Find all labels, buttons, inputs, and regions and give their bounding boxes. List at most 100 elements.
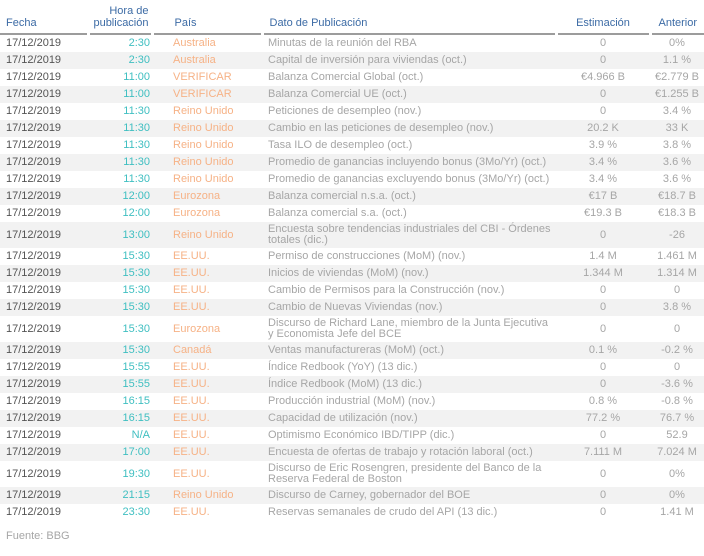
cell-estimacion: 0 — [599, 284, 607, 296]
table-row: 17/12/2019 12:00 Eurozona Balanza comercial… — [0, 188, 704, 205]
cell-anterior: 3.8 % — [662, 139, 692, 151]
cell-estimacion: 0 — [599, 506, 607, 518]
cell-anterior: 7.024 M — [650, 444, 704, 461]
cell-anterior: 1.41 M — [660, 506, 694, 518]
cell-hora: 11:30 — [88, 120, 152, 137]
cell-pais: Reino Unido — [152, 154, 262, 171]
table-row: 17/12/2019 11:30 Reino Unido Promedio de ga… — [0, 154, 704, 171]
cell-hora: 2:30 — [88, 52, 152, 69]
table-row: 17/12/2019 11:00 VERIFICAR Balanza Comercia… — [0, 69, 704, 86]
table-row: 17/12/2019 13:00 Reino Unido Encuesta sobre… — [0, 222, 704, 248]
table-row: 17/12/2019 11:30 Reino Unido Tasa ILO de de… — [0, 137, 704, 154]
cell-estimacion: €4.966 B — [580, 71, 626, 83]
table-row: 17/12/2019 15:30 EE.UU. Cambio de Permisos … — [0, 282, 704, 299]
table-row: 17/12/2019 15:30 Eurozona Discurso de Richa… — [0, 316, 704, 342]
cell-fecha: 17/12/2019 — [0, 299, 88, 316]
cell-pais: Reino Unido — [152, 222, 262, 248]
cell-estimacion: 0 — [556, 376, 650, 393]
cell-anterior: 0% — [669, 37, 685, 49]
cell-fecha: 17/12/2019 — [6, 322, 62, 335]
cell-dato: Minutas de la reunión del RBA — [268, 37, 417, 49]
cell-dato: Promedio de ganancias incluyendo bonus (… — [262, 154, 556, 171]
cell-hora: 15:30 — [122, 284, 150, 296]
cell-anterior: -0.2 % — [650, 342, 704, 359]
cell-anterior: €18.7 B — [650, 188, 704, 205]
cell-fecha: 17/12/2019 — [6, 105, 62, 117]
cell-dato: Cambio de Permisos para la Construcción … — [268, 284, 505, 296]
cell-anterior: 3.8 % — [650, 299, 704, 316]
cell-hora: 15:30 — [88, 299, 152, 316]
table-row: 17/12/2019 16:15 EE.UU. Producción industri… — [0, 393, 704, 410]
cell-dato: Reservas semanales de crudo del API (13 … — [268, 506, 498, 518]
cell-estimacion: 0 — [599, 105, 607, 117]
cell-fecha: 17/12/2019 — [6, 37, 62, 49]
cell-hora: 15:30 — [122, 250, 150, 262]
cell-anterior: -0.8 % — [661, 395, 693, 407]
cell-estimacion: 0 — [556, 86, 650, 103]
cell-fecha: 17/12/2019 — [6, 429, 62, 441]
cell-dato: Capacidad de utilización (nov.) — [262, 410, 556, 427]
cell-hora: 13:00 — [88, 222, 152, 248]
cell-hora: 15:30 — [88, 265, 152, 282]
cell-anterior: 76.7 % — [650, 410, 704, 427]
column-header-anterior: Anterior — [650, 2, 704, 35]
table-row: 17/12/2019 21:15 Reino Unido Discurso de Ca… — [0, 487, 704, 504]
cell-anterior: 0% — [650, 487, 704, 504]
cell-estimacion: 0 — [556, 52, 650, 69]
cell-hora: 11:30 — [123, 105, 150, 117]
cell-pais: EE.UU. — [173, 284, 210, 296]
cell-pais: Eurozona — [152, 188, 262, 205]
cell-fecha: 17/12/2019 — [6, 71, 62, 83]
table-row: 17/12/2019 2:30 Australia Minutas de la reu… — [0, 34, 704, 52]
cell-fecha: 17/12/2019 — [6, 173, 62, 185]
cell-dato: Balanza comercial n.s.a. (oct.) — [262, 188, 556, 205]
cell-dato: Peticiones de desempleo (nov.) — [268, 105, 422, 117]
cell-pais: VERIFICAR — [173, 71, 232, 83]
cell-hora: 19:30 — [122, 467, 150, 480]
cell-pais: Reino Unido — [173, 105, 234, 117]
cell-anterior: 0% — [669, 467, 685, 480]
cell-fecha: 17/12/2019 — [6, 467, 62, 480]
cell-dato: Capital de inversión para viviendas (oct… — [262, 52, 556, 69]
cell-pais: Reino Unido — [152, 120, 262, 137]
cell-dato: Cambio de Nuevas Viviendas (nov.) — [262, 299, 556, 316]
table-row: 17/12/2019 15:30 EE.UU. Cambio de Nuevas Vi… — [0, 299, 704, 316]
cell-estimacion: 0 — [599, 322, 607, 335]
cell-pais: EE.UU. — [152, 265, 262, 282]
cell-hora: 11:30 — [123, 173, 150, 185]
cell-dato: Balanza Comercial UE (oct.) — [262, 86, 556, 103]
cell-dato: Balanza comercial s.a. (oct.) — [268, 207, 407, 219]
cell-hora: 2:30 — [128, 37, 150, 49]
cell-dato: Índice Redbook (MoM) (13 dic.) — [262, 376, 556, 393]
cell-anterior: 0 — [673, 284, 681, 296]
cell-estimacion: 7.111 M — [556, 444, 650, 461]
cell-hora: 15:30 — [88, 342, 152, 359]
cell-dato: Tasa ILO de desempleo (oct.) — [268, 139, 413, 151]
cell-dato: Balanza Comercial Global (oct.) — [268, 71, 424, 83]
cell-dato: Encuesta sobre tendencias industriales d… — [262, 222, 556, 248]
cell-fecha: 17/12/2019 — [0, 376, 88, 393]
cell-hora: 15:30 — [122, 322, 150, 335]
cell-fecha: 17/12/2019 — [0, 410, 88, 427]
cell-fecha: 17/12/2019 — [6, 361, 62, 373]
cell-fecha: 17/12/2019 — [0, 487, 88, 504]
cell-estimacion: 3.4 % — [588, 173, 618, 185]
cell-fecha: 17/12/2019 — [0, 120, 88, 137]
cell-dato: Índice Redbook (YoY) (13 dic.) — [268, 361, 418, 373]
cell-estimacion: €17 B — [556, 188, 650, 205]
cell-anterior: €1.255 B — [650, 86, 704, 103]
table-row: 17/12/2019 15:30 EE.UU. Permiso de construc… — [0, 248, 704, 265]
cell-pais: Reino Unido — [173, 173, 234, 185]
cell-estimacion: 0 — [599, 37, 607, 49]
cell-anterior: 3.6 % — [662, 173, 692, 185]
column-header-fecha: Fecha — [0, 2, 90, 35]
cell-pais: Canadá — [152, 342, 262, 359]
cell-pais: EE.UU. — [173, 429, 210, 441]
table-header: Fecha Hora de publicación País Dato de P… — [0, 2, 704, 35]
cell-pais: EE.UU. — [173, 361, 210, 373]
cell-dato: Permiso de construcciones (MoM) (nov.) — [268, 250, 466, 262]
cell-pais: Eurozona — [173, 322, 221, 335]
cell-hora: 17:00 — [88, 444, 152, 461]
header-row: Fecha Hora de publicación País Dato de P… — [0, 2, 704, 35]
